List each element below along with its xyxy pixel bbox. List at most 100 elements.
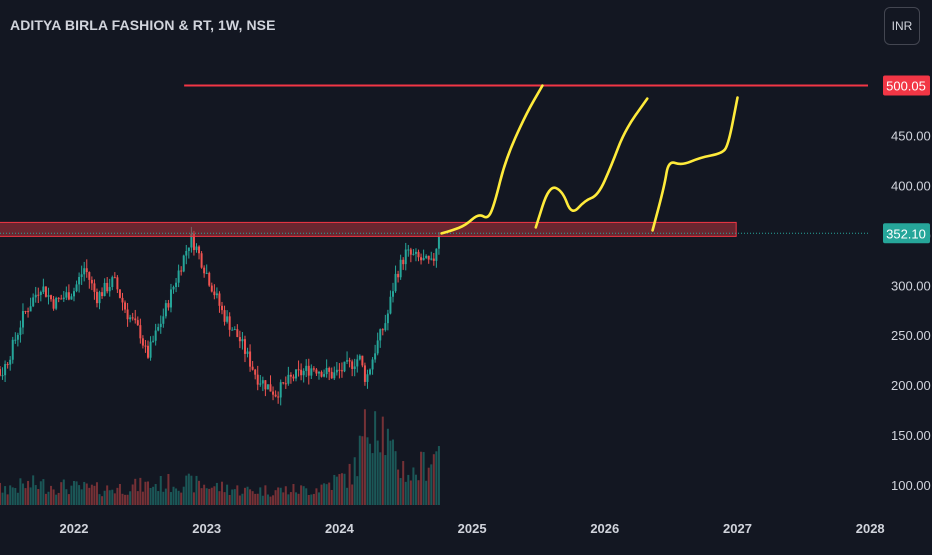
x-tick-label: 2022 [60, 521, 89, 536]
candle-body [187, 247, 190, 251]
volume-bar [116, 487, 119, 505]
candle-body [376, 340, 379, 354]
candle-body [414, 251, 417, 254]
volume-bar [420, 451, 423, 505]
resistance-price-badge [883, 75, 930, 96]
candle-body [103, 282, 106, 297]
volume-bar [154, 484, 157, 505]
volume-bar [34, 485, 37, 505]
volume-bar [259, 487, 262, 505]
candle-body [198, 246, 201, 254]
volume-bar [221, 481, 224, 505]
volume-bar [317, 492, 320, 505]
volume-bar [101, 496, 104, 505]
y-tick-label: 100.00 [891, 478, 931, 493]
candle-body [95, 291, 98, 304]
price-axis[interactable]: 100.00150.00200.00250.00300.00350.00400.… [891, 129, 931, 493]
candle-body [88, 272, 91, 280]
volume-bar [394, 451, 397, 505]
support-resistance-zone [0, 221, 737, 237]
candle-body [134, 318, 137, 321]
volume-bar [320, 484, 323, 505]
candle-body [55, 297, 58, 309]
candle-body [300, 369, 303, 376]
volume-bar [52, 489, 55, 505]
volume-bar [338, 474, 341, 505]
volume-bar [185, 475, 188, 505]
volume-bar [182, 486, 185, 505]
candle-body [284, 383, 287, 385]
candle-body [162, 316, 165, 324]
volume-bar [231, 489, 234, 505]
candle-body [422, 257, 425, 261]
candle-body [259, 383, 262, 385]
candle-body [363, 365, 366, 382]
candle-body [238, 337, 241, 342]
volume-bar [93, 485, 96, 505]
candle-body [343, 361, 346, 372]
candle-body [21, 311, 24, 328]
volume-bar [379, 452, 382, 505]
volume-bar [346, 487, 349, 505]
volume-bar [111, 489, 114, 505]
resistance-line [0, 84, 868, 234]
candle-body [185, 250, 188, 256]
y-tick-label: 250.00 [891, 328, 931, 343]
candle-body [180, 270, 183, 272]
candle-body [182, 255, 185, 272]
candle-body [83, 268, 86, 275]
volume-bar [149, 487, 152, 505]
volume-bar [42, 479, 45, 505]
candle-body [323, 374, 326, 377]
volume-bar [363, 409, 366, 505]
candle-body [32, 297, 35, 307]
volume-bar [136, 491, 139, 505]
volume-bar [266, 494, 269, 505]
volume-bar [44, 493, 47, 505]
candle-body [210, 285, 213, 292]
candle-body [195, 246, 198, 251]
volume-bar [292, 484, 295, 505]
volume-bar [203, 484, 206, 505]
volume-bar [50, 485, 53, 505]
volume-bar [139, 477, 142, 505]
volume-bars [0, 409, 440, 505]
candle-body [264, 380, 267, 390]
candle-body [57, 297, 60, 299]
volume-bar [90, 484, 93, 505]
volume-bar [177, 490, 180, 505]
candle-body [312, 368, 315, 370]
volume-bar [210, 487, 213, 505]
volume-bar [16, 492, 19, 505]
volume-bar [88, 487, 91, 505]
volume-bar [386, 428, 389, 505]
x-tick-label: 2027 [723, 521, 752, 536]
volume-bar [164, 488, 167, 505]
volume-bar [37, 489, 40, 505]
volume-bar [254, 493, 257, 505]
candle-body [9, 359, 12, 365]
volume-bar [187, 473, 190, 505]
candle-body [223, 310, 226, 322]
volume-bar [55, 494, 58, 505]
candle-body [389, 296, 392, 314]
volume-bar [73, 480, 75, 505]
volume-bar [295, 492, 298, 505]
time-axis[interactable]: 2022 2023 2024 2025 2026 2027 2028 [60, 521, 885, 536]
candle-body [420, 257, 423, 261]
candle-body [147, 345, 150, 358]
currency-button[interactable]: INR [884, 7, 920, 45]
volume-bar [147, 481, 150, 505]
volume-bar [427, 467, 430, 505]
volume-bar [407, 474, 410, 505]
volume-bar [297, 493, 300, 505]
candle-body [307, 365, 310, 376]
candle-body [340, 370, 343, 372]
volume-bar [343, 473, 346, 505]
volume-bar [180, 492, 183, 505]
volume-bar [159, 475, 162, 505]
volume-bar [249, 489, 252, 505]
candle-body [0, 369, 1, 376]
